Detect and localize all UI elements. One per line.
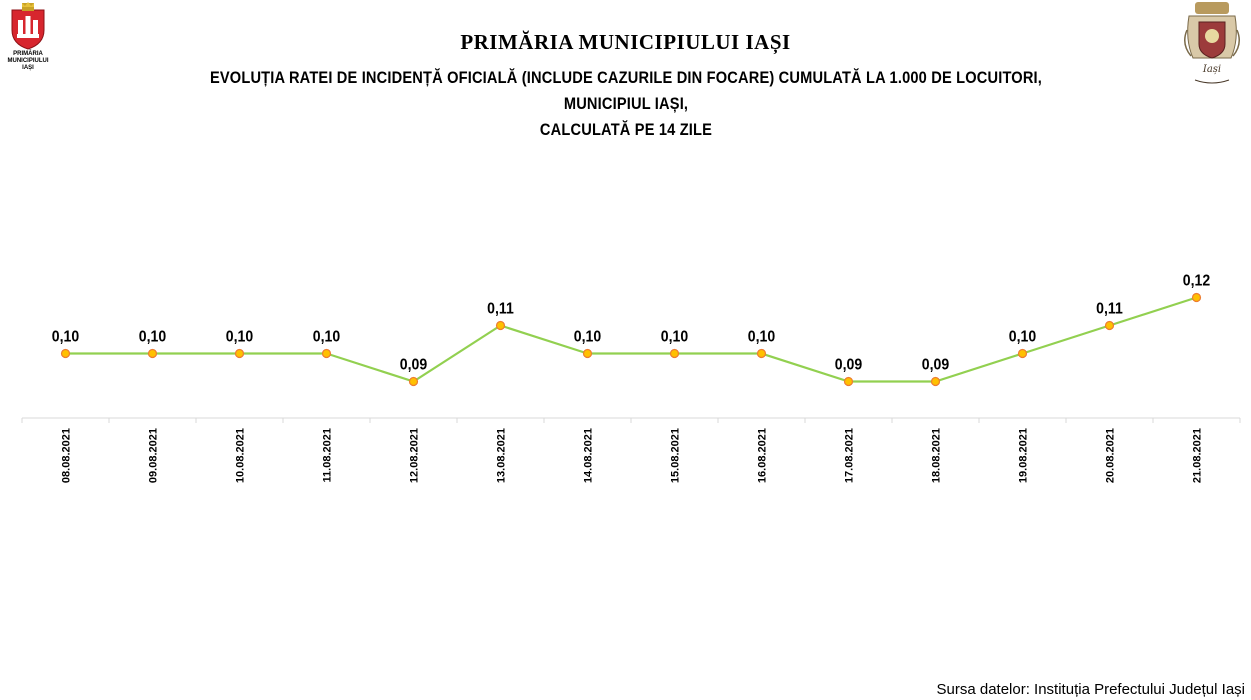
data-label: 0,10 [574, 328, 601, 346]
data-point [1017, 348, 1028, 359]
data-label: 0,09 [400, 356, 427, 374]
x-tick-label: 09.08.2021 [148, 428, 160, 483]
header: PRIMĂRIA MUNICIPIULUI IAȘI EVOLUȚIA RATE… [80, 30, 1171, 143]
logo-caption: PRIMĂRIA MUNICIPIULUI IAȘI [7, 51, 49, 71]
data-point [1104, 320, 1115, 331]
data-label: 0,11 [487, 300, 514, 318]
data-source: Sursa datelor: Instituția Prefectului Ju… [936, 681, 1246, 698]
data-label: 0,10 [139, 328, 166, 346]
data-point [1191, 292, 1202, 303]
data-label: 0,10 [661, 328, 688, 346]
data-point [756, 348, 767, 359]
x-tick-label: 13.08.2021 [496, 428, 508, 483]
chart-subtitle: EVOLUȚIA RATEI DE INCIDENȚĂ OFICIALĂ (IN… [191, 65, 1060, 143]
data-label: 0,10 [748, 328, 775, 346]
data-point [930, 376, 941, 387]
data-point [321, 348, 332, 359]
data-label: 0,10 [226, 328, 253, 346]
data-point [408, 376, 419, 387]
data-point [495, 320, 506, 331]
data-point [60, 348, 71, 359]
crest-caption: Iași [1202, 64, 1221, 75]
x-tick-label: 11.08.2021 [322, 428, 334, 482]
x-tick-label: 12.08.2021 [409, 428, 421, 483]
primaria-logo: PRIMĂRIA MUNICIPIULUI IAȘI [4, 2, 52, 72]
data-point [669, 348, 680, 359]
x-tick-label: 20.08.2021 [1105, 428, 1117, 483]
x-tick-label: 21.08.2021 [1192, 428, 1204, 483]
data-point [843, 376, 854, 387]
data-label: 0,10 [1009, 328, 1036, 346]
data-point [234, 348, 245, 359]
chart-subtitle-line1: EVOLUȚIA RATEI DE INCIDENȚĂ OFICIALĂ (IN… [209, 68, 1042, 113]
data-label: 0,11 [1096, 300, 1123, 318]
data-point [582, 348, 593, 359]
data-label: 0,10 [52, 328, 79, 346]
x-tick-label: 16.08.2021 [757, 428, 769, 483]
data-label: 0,09 [835, 356, 862, 374]
x-tick-label: 15.08.2021 [670, 428, 682, 483]
series-line [65, 296, 1197, 383]
data-label: 0,09 [922, 356, 949, 374]
data-label: 0,10 [313, 328, 340, 346]
x-tick-label: 17.08.2021 [844, 428, 856, 483]
x-tick-label: 14.08.2021 [583, 428, 595, 483]
iasi-coat-of-arms: Iași [1181, 0, 1243, 92]
data-point [147, 348, 158, 359]
coat-of-arms-icon [11, 2, 45, 50]
x-tick-label: 08.08.2021 [61, 428, 73, 483]
chart-subtitle-line2: CALCULATĂ PE 14 ZILE [539, 120, 712, 139]
x-tick-label: 18.08.2021 [931, 428, 943, 483]
data-label: 0,12 [1183, 272, 1210, 290]
x-tick-label: 10.08.2021 [235, 428, 247, 483]
ornate-crest-icon: Iași [1184, 2, 1240, 84]
page-title: PRIMĂRIA MUNICIPIULUI IAȘI [460, 30, 791, 54]
x-tick-label: 19.08.2021 [1018, 428, 1030, 483]
